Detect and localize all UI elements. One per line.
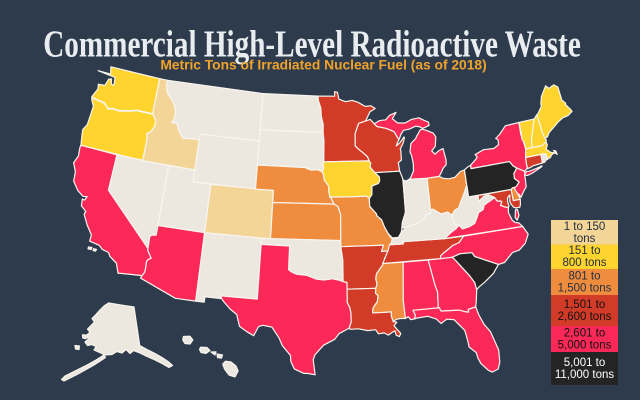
svg-text:tons: tons: [574, 233, 596, 245]
svg-text:Metric Tons of Irradiated Nucl: Metric Tons of Irradiated Nuclear Fuel (…: [160, 58, 486, 73]
svg-text:2,601 to: 2,601 to: [564, 328, 606, 340]
svg-text:151 to: 151 to: [569, 245, 601, 257]
svg-text:2,600 tons: 2,600 tons: [558, 311, 612, 323]
svg-text:800 tons: 800 tons: [562, 257, 606, 269]
svg-text:1,501 to: 1,501 to: [564, 299, 606, 311]
svg-text:11,000 tons: 11,000 tons: [555, 369, 615, 381]
svg-text:Commercial High-Level Radioact: Commercial High-Level Radioactive Waste: [43, 24, 581, 65]
svg-text:1 to 150: 1 to 150: [564, 221, 606, 233]
svg-text:801 to: 801 to: [569, 271, 601, 283]
svg-text:5,001 to: 5,001 to: [564, 357, 606, 369]
svg-text:1,500 tons: 1,500 tons: [558, 283, 612, 295]
svg-text:5,000 tons: 5,000 tons: [558, 340, 612, 352]
